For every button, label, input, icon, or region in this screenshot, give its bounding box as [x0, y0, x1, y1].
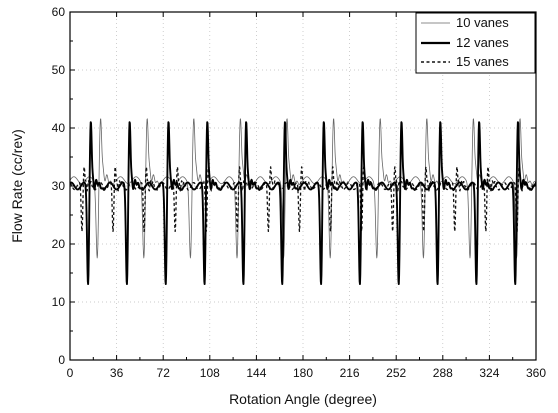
- legend-label-15-vanes: 15 vanes: [456, 54, 509, 69]
- x-tick-label: 108: [200, 366, 220, 380]
- x-tick-label: 324: [479, 366, 499, 380]
- x-tick-label: 252: [386, 366, 406, 380]
- series-layer: [69, 118, 537, 286]
- tick-labels: 0 36 72 108 144 180 216 252 288 324 360 0 10 20 30 40 50…: [52, 5, 547, 380]
- series-line-12-vanes: [69, 121, 537, 286]
- x-tick-label: 288: [433, 366, 453, 380]
- x-tick-label: 36: [110, 366, 124, 380]
- y-tick-label: 0: [58, 353, 65, 367]
- x-tick-label: 216: [340, 366, 360, 380]
- y-axis-title: Flow Rate (cc/rev): [9, 129, 25, 243]
- y-tick-label: 50: [52, 63, 66, 77]
- x-tick-label: 180: [293, 366, 313, 380]
- x-axis-title: Rotation Angle (degree): [229, 391, 377, 407]
- y-tick-label: 10: [52, 295, 66, 309]
- legend-label-12-vanes: 12 vanes: [456, 35, 509, 50]
- x-tick-label: 360: [526, 366, 546, 380]
- y-tick-label: 20: [52, 237, 66, 251]
- y-tick-label: 30: [52, 179, 66, 193]
- x-tick-label: 72: [157, 366, 171, 380]
- legend-label-10-vanes: 10 vanes: [456, 15, 509, 30]
- y-tick-label: 60: [52, 5, 66, 19]
- series-line-15-vanes: [69, 166, 537, 233]
- x-tick-label: 0: [67, 366, 74, 380]
- x-tick-label: 144: [246, 366, 266, 380]
- y-tick-label: 40: [52, 121, 66, 135]
- legend: 10 vanes 12 vanes 15 vanes: [415, 12, 536, 74]
